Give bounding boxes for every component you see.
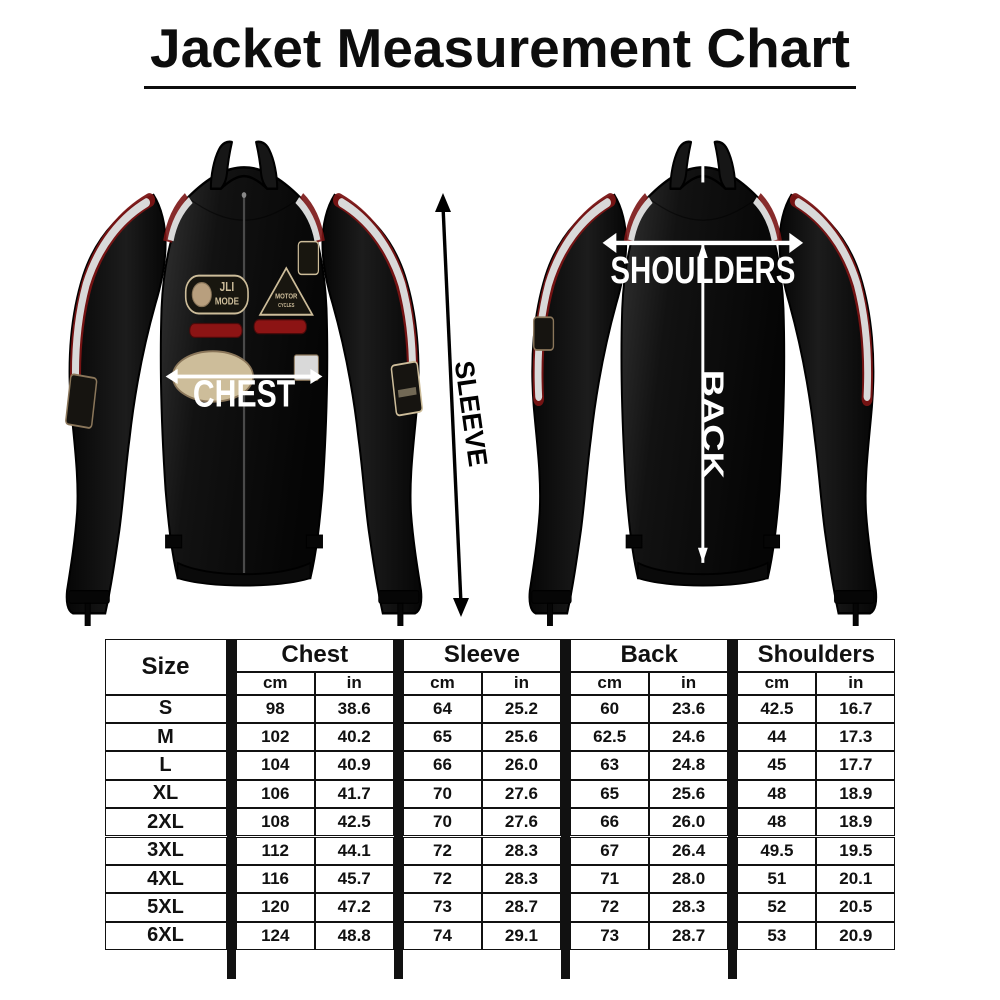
svg-text:BACK: BACK [696,370,729,480]
svg-text:SHOULDERS: SHOULDERS [610,250,795,292]
